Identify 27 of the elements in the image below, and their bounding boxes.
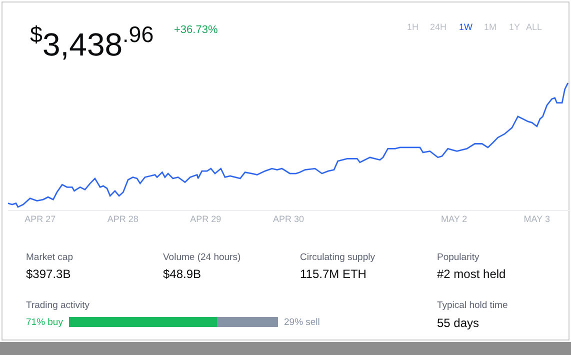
text: #2 most held — [437, 267, 506, 281]
data-label: 71% buy — [26, 317, 64, 328]
x-tick-label: APR 28 — [107, 214, 138, 224]
text: Circulating supply — [300, 252, 376, 263]
text: 1H — [407, 22, 419, 32]
x-tick-label: APR 29 — [190, 214, 222, 224]
text: 1Y — [509, 22, 520, 32]
text: Popularity — [437, 252, 480, 263]
text: ALL — [526, 22, 542, 32]
x-tick-label: MAY 2 — [440, 214, 468, 224]
text: $48.9B — [163, 267, 202, 281]
x-tick-label: MAY 3 — [524, 214, 550, 224]
chart-subtitle: +36.73% — [174, 24, 218, 36]
data-label: 29% sell — [284, 317, 320, 328]
text: 55 days — [437, 316, 480, 330]
text: $397.3B — [26, 267, 71, 281]
text: Typical hold time — [437, 300, 508, 311]
x-tick-label: APR 27 — [24, 214, 56, 224]
text: Market cap — [26, 252, 73, 263]
text: 1M — [484, 22, 497, 32]
text: Volume (24 hours) — [163, 252, 241, 263]
text: 24H — [430, 22, 447, 32]
chart-title: $^{$}$3,438$^{.96}$ — [30, 22, 154, 62]
chart-title: Trading activity — [26, 300, 90, 311]
text: 115.7M ETH — [300, 267, 366, 281]
text: 1W — [459, 22, 474, 32]
x-tick-label: APR 30 — [272, 214, 304, 224]
